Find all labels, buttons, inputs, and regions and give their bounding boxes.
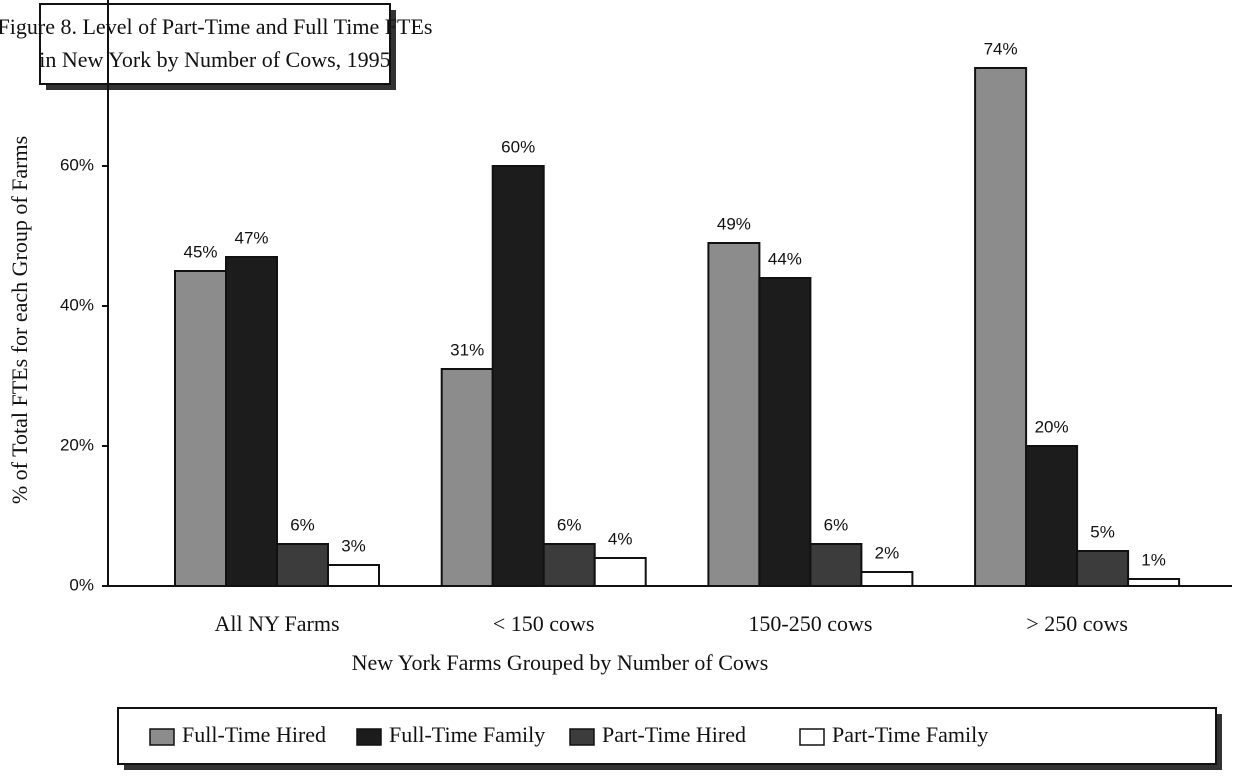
value-label: 6% [290, 515, 315, 534]
x-tick-label: > 250 cows [1026, 611, 1128, 636]
bar [1127, 578, 1181, 587]
bar [1025, 445, 1079, 587]
bar [225, 256, 278, 587]
legend-label: Full-Time Family [389, 722, 545, 747]
value-label: 47% [234, 228, 268, 247]
bar [174, 270, 227, 587]
value-label: 3% [341, 536, 366, 555]
bar [707, 242, 761, 587]
y-tick-label: 60% [60, 155, 94, 174]
value-label: 5% [1090, 522, 1115, 541]
y-tick-label: 40% [60, 295, 94, 314]
legend-label: Part-Time Family [832, 722, 988, 747]
y-tick-label: 0% [69, 575, 94, 594]
legend-swatch [149, 728, 175, 746]
value-label: 6% [824, 515, 849, 534]
value-label: 45% [183, 242, 217, 261]
legend-box [117, 707, 1217, 765]
x-tick-label: All NY Farms [214, 611, 339, 636]
bar [758, 277, 812, 587]
y-tick-label: 20% [60, 435, 94, 454]
value-label: 31% [450, 340, 484, 359]
chart-title: Figure 8. Level of Part-Time and Full Ti… [0, 14, 432, 39]
chart-title: in New York by Number of Cows, 1995 [39, 47, 390, 72]
legend-swatch [569, 728, 595, 746]
bar [542, 543, 596, 587]
legend-label: Part-Time Hired [602, 722, 746, 747]
value-label: 4% [608, 529, 633, 548]
bar [440, 368, 494, 587]
bar [593, 557, 647, 587]
bar [491, 165, 545, 587]
x-axis-label: New York Farms Grouped by Number of Cows [352, 650, 769, 675]
bar [974, 67, 1028, 587]
value-label: 20% [1035, 417, 1069, 436]
value-label: 74% [984, 39, 1018, 58]
x-tick-label: 150-250 cows [748, 611, 872, 636]
bar [860, 571, 914, 587]
value-label: 6% [557, 515, 582, 534]
value-label: 1% [1141, 550, 1166, 569]
value-label: 2% [875, 543, 900, 562]
bar [1076, 550, 1130, 587]
value-label: 44% [768, 249, 802, 268]
value-label: 49% [717, 214, 751, 233]
x-tick-label: < 150 cows [493, 611, 595, 636]
y-axis-label: % of Total FTEs for each Group of Farms [7, 136, 32, 504]
title-box [39, 3, 391, 85]
bar [276, 543, 329, 587]
legend-swatch [356, 728, 382, 746]
legend-label: Full-Time Hired [182, 722, 326, 747]
value-label: 60% [501, 137, 535, 156]
legend-swatch [799, 728, 825, 746]
bar [327, 564, 380, 587]
bar [809, 543, 863, 587]
